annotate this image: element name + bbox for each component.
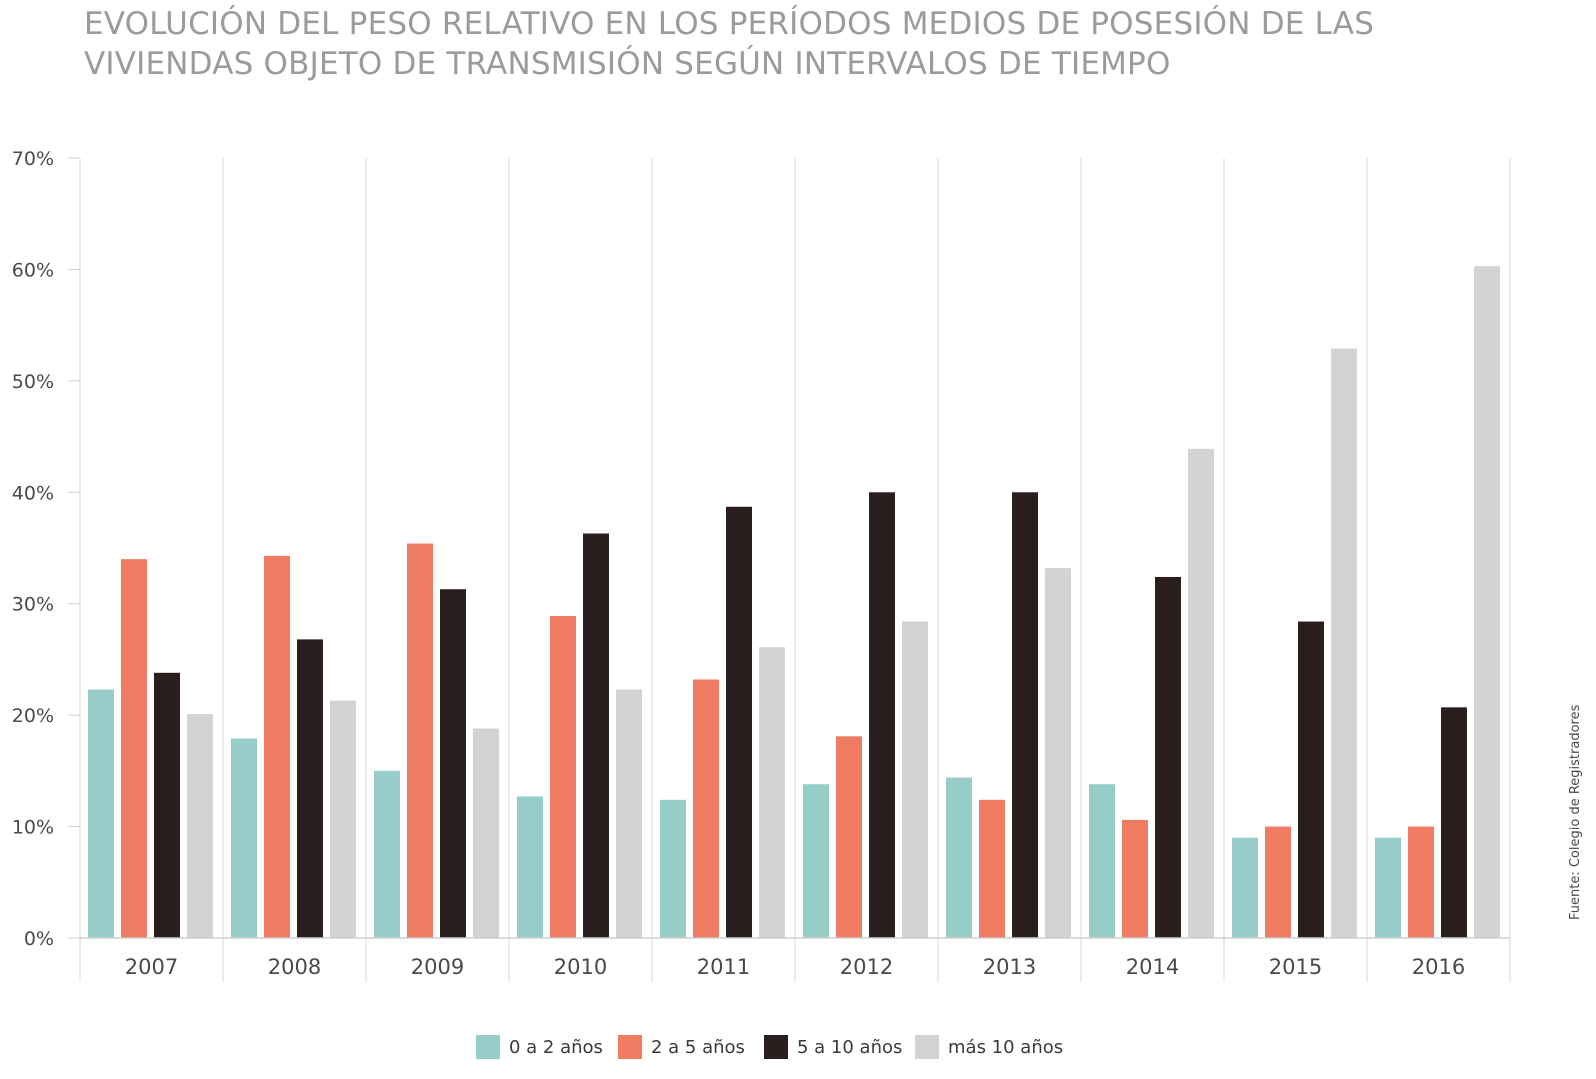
bar-2014-series-4	[1188, 448, 1214, 938]
y-tick-label: 0%	[24, 928, 54, 950]
bar-2013-series-3	[1012, 492, 1038, 938]
bar-2012-series-3	[869, 492, 895, 938]
legend-swatch	[764, 1035, 788, 1059]
bar-2015-series-4	[1331, 348, 1357, 938]
bar-2007-series-3	[154, 672, 180, 938]
bar-2015-series-1	[1232, 837, 1258, 938]
bar-2009-series-4	[473, 728, 499, 938]
bar-2013-series-2	[979, 799, 1005, 938]
bar-2007-series-4	[187, 714, 213, 938]
bar-2010-series-1	[517, 796, 543, 938]
chart-title-line-1: EVOLUCIÓN DEL PESO RELATIVO EN LOS PERÍO…	[84, 6, 1375, 42]
bar-2016-series-3	[1441, 707, 1467, 938]
legend-label: 5 a 10 años	[797, 1036, 903, 1058]
x-tick-label: 2011	[697, 955, 750, 979]
legend-item-series-4: más 10 años	[915, 1031, 1063, 1063]
bar-2011-series-2	[693, 679, 719, 938]
bar-2008-series-3	[297, 639, 323, 938]
y-tick-label: 60%	[12, 259, 54, 281]
bar-2013-series-4	[1045, 568, 1071, 938]
legend-swatch	[618, 1035, 642, 1059]
x-tick-label: 2012	[840, 955, 893, 979]
bar-2008-series-1	[231, 738, 257, 938]
x-tick-label: 2014	[1126, 955, 1179, 979]
chart-title-line-2: VIVIENDAS OBJETO DE TRANSMISIÓN SEGÚN IN…	[84, 46, 1171, 82]
bar-2012-series-1	[803, 784, 829, 938]
x-tick-label: 2008	[268, 955, 321, 979]
bar-2011-series-1	[660, 799, 686, 938]
bar-2014-series-2	[1122, 819, 1148, 938]
y-tick-label: 40%	[12, 482, 54, 504]
source-note: Fuente: Colegio de Registradores	[1568, 704, 1583, 920]
legend-label: 0 a 2 años	[509, 1036, 603, 1058]
x-axis-tick-labels: 2007 2008 2009 2010 2011 2012 2013 2014 2015 2016	[125, 955, 1465, 979]
chart-title: EVOLUCIÓN DEL PESO RELATIVO EN LOS PERÍO…	[84, 4, 1524, 84]
x-tick-label: 2007	[125, 955, 178, 979]
bar-2009-series-1	[374, 770, 400, 938]
x-tick-label: 2016	[1412, 955, 1465, 979]
bars	[88, 266, 1500, 939]
bar-2015-series-2	[1265, 826, 1291, 938]
bar-2008-series-2	[264, 555, 290, 938]
bar-2016-series-1	[1375, 837, 1401, 938]
bar-2009-series-3	[440, 589, 466, 938]
y-tick-label: 30%	[12, 594, 54, 616]
legend-item-series-2: 2 a 5 años	[618, 1031, 745, 1063]
x-tick-label: 2013	[983, 955, 1036, 979]
y-tick-label: 20%	[12, 705, 54, 727]
legend-item-series-1: 0 a 2 años	[476, 1031, 603, 1063]
bar-2015-series-3	[1298, 621, 1324, 938]
bar-2007-series-2	[121, 559, 147, 938]
bar-2008-series-4	[330, 700, 356, 938]
y-tick-label: 10%	[12, 817, 54, 839]
bar-2013-series-1	[946, 777, 972, 938]
x-tick-label: 2015	[1269, 955, 1322, 979]
x-tick-label: 2009	[411, 955, 464, 979]
grid-lines	[79, 158, 1511, 982]
bar-2010-series-2	[550, 615, 576, 938]
legend-item-series-3: 5 a 10 años	[764, 1031, 902, 1063]
bar-2016-series-2	[1408, 826, 1434, 938]
x-tick-label: 2010	[554, 955, 607, 979]
bar-2014-series-3	[1155, 576, 1181, 938]
bar-2014-series-1	[1089, 784, 1115, 938]
y-tick-label: 70%	[12, 148, 54, 170]
bar-2016-series-4	[1474, 266, 1500, 939]
bar-2012-series-2	[836, 736, 862, 938]
legend: 0 a 2 años 2 a 5 años 5 a 10 años más 10 añ…	[0, 1031, 1596, 1063]
y-tick-label: 50%	[12, 371, 54, 393]
legend-swatch	[476, 1035, 500, 1059]
bar-2011-series-4	[759, 647, 785, 938]
bar-2010-series-3	[583, 533, 609, 938]
legend-swatch	[915, 1035, 939, 1059]
legend-label: 2 a 5 años	[651, 1036, 745, 1058]
y-axis-tick-labels: 0% 10% 20% 30% 40% 50% 60% 70%	[12, 148, 54, 950]
bar-2011-series-3	[726, 506, 752, 938]
bar-2010-series-4	[616, 689, 642, 938]
legend-label: más 10 años	[948, 1036, 1064, 1058]
bar-2009-series-2	[407, 543, 433, 938]
bar-2012-series-4	[902, 621, 928, 938]
axes	[68, 157, 1510, 939]
bar-2007-series-1	[88, 689, 114, 938]
